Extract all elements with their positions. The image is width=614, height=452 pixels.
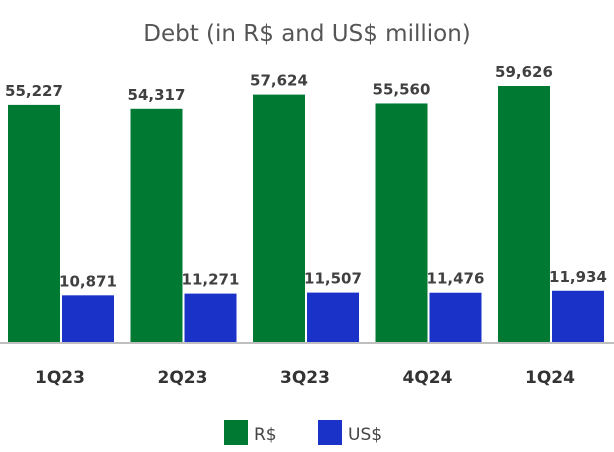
legend-swatch-r (224, 420, 248, 445)
chart-title: Debt (in R$ and US$ million) (143, 21, 471, 47)
category-label-2q23: 2Q23 (158, 368, 208, 388)
bar-us-2q23 (184, 293, 237, 342)
category-label-1q24: 1Q24 (525, 368, 575, 388)
data-label-us-1q24: 11,934 (549, 268, 607, 286)
data-label-r-1q23: 55,227 (5, 82, 63, 100)
data-label-r-1q24: 59,626 (495, 63, 553, 81)
bar-r-1q23 (8, 104, 60, 342)
bar-us-1q23 (62, 295, 114, 342)
data-label-us-2q23: 11,271 (182, 271, 240, 289)
bar-r-2q23 (130, 108, 183, 342)
data-label-r-4q24: 55,560 (373, 80, 431, 98)
bar-us-3q23 (307, 292, 359, 342)
category-label-3q23: 3Q23 (280, 368, 330, 388)
bars-group: 55,227 10,871 54,317 11,271 57,624 11,507 55,5… (5, 63, 607, 342)
data-label-r-2q23: 54,317 (128, 86, 186, 104)
category-label-1q23: 1Q23 (35, 368, 85, 388)
data-label-us-4q24: 11,476 (427, 270, 485, 288)
category-labels: 1Q23 2Q23 3Q23 4Q24 1Q24 (35, 368, 575, 388)
bar-us-4q24 (429, 292, 482, 342)
bar-us-1q24 (552, 290, 604, 342)
legend-swatch-us (318, 420, 342, 445)
data-label-us-1q23: 10,871 (59, 272, 117, 290)
legend-label-r: R$ (254, 425, 277, 445)
category-label-4q24: 4Q24 (403, 368, 453, 388)
bar-r-4q24 (375, 103, 428, 342)
legend-label-us: US$ (348, 425, 382, 445)
data-label-us-3q23: 11,507 (304, 270, 362, 288)
legend: R$ US$ (224, 420, 382, 445)
data-label-r-3q23: 57,624 (250, 72, 308, 90)
bar-r-1q24 (498, 86, 550, 342)
bar-r-3q23 (253, 94, 305, 342)
